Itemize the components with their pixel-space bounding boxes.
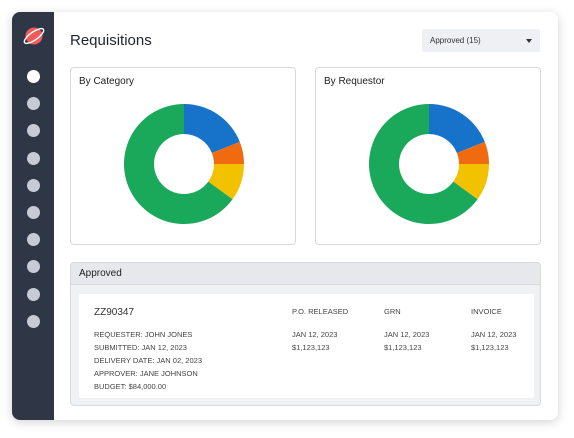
app-window: Requisitions Approved (15) By Category B… <box>12 12 558 420</box>
sidebar-nav-5-icon[interactable] <box>27 178 40 192</box>
grn-date: JAN 12, 2023 <box>384 330 430 339</box>
sidebar-nav-3-icon[interactable] <box>27 124 40 138</box>
donut-slice-yellow[interactable] <box>208 164 244 200</box>
detail-submitted: SUBMITTED: JAN 12, 2023 <box>94 343 187 352</box>
invoice-date: JAN 12, 2023 <box>471 330 517 339</box>
po-released-amount: $1,123,123 <box>292 343 330 352</box>
sidebar-nav-2-icon[interactable] <box>27 97 40 111</box>
invoice-amount: $1,123,123 <box>471 343 509 352</box>
grn-amount: $1,123,123 <box>384 343 422 352</box>
detail-value: $84,000.00 <box>128 382 167 391</box>
donut-slice-blue[interactable] <box>184 104 240 153</box>
chart-title-by-requestor: By Requestor <box>324 76 385 87</box>
sidebar-nav-8-icon[interactable] <box>27 260 40 274</box>
planet-logo-icon[interactable] <box>22 24 46 48</box>
detail-label: SUBMITTED: <box>94 343 140 352</box>
donut-slice-blue[interactable] <box>429 104 485 153</box>
requisition-record[interactable]: ZZ90347 REQUESTER: JOHN JONES SUBMITTED:… <box>79 294 534 398</box>
donut-chart-by-requestor <box>369 104 489 225</box>
po-released-date: JAN 12, 2023 <box>292 330 338 339</box>
detail-label: REQUESTER: <box>94 330 143 339</box>
detail-label: APPROVER: <box>94 369 138 378</box>
chart-title-by-category: By Category <box>79 76 135 87</box>
detail-budget: BUDGET: $84,000.00 <box>94 382 166 391</box>
sidebar-nav-9-icon[interactable] <box>27 287 40 301</box>
detail-value: JANE JOHNSON <box>139 369 198 378</box>
donut-slice-green[interactable] <box>123 104 233 225</box>
chart-card-by-category: By Category <box>70 67 296 245</box>
donut-chart-by-category <box>123 104 244 225</box>
requisition-id[interactable]: ZZ90347 <box>94 307 135 318</box>
donut-slice-orange[interactable] <box>456 141 489 164</box>
sidebar-nav-1-icon[interactable] <box>27 70 40 83</box>
detail-value: JAN 02, 2023 <box>156 356 202 365</box>
page-title: Requisitions <box>70 32 152 49</box>
detail-approver: APPROVER: JANE JOHNSON <box>94 369 198 378</box>
column-header-invoice: INVOICE <box>471 307 502 316</box>
approved-panel-header: Approved <box>71 263 540 285</box>
status-filter-dropdown[interactable]: Approved (15) <box>422 29 540 52</box>
detail-value: JOHN JONES <box>144 330 193 339</box>
sidebar-nav-7-icon[interactable] <box>27 233 40 247</box>
detail-requester: REQUESTER: JOHN JONES <box>94 330 192 339</box>
detail-delivery-date: DELIVERY DATE: JAN 02, 2023 <box>94 356 202 365</box>
column-header-po-released: P.O. RELEASED <box>292 307 349 316</box>
detail-label: BUDGET: <box>94 382 127 391</box>
status-filter-value: Approved (15) <box>430 36 481 45</box>
sidebar-nav-10-icon[interactable] <box>27 314 40 328</box>
sidebar-nav-4-icon[interactable] <box>27 151 40 165</box>
approved-panel: Approved ZZ90347 REQUESTER: JOHN JONES S… <box>70 262 541 406</box>
chart-card-by-requestor: By Requestor <box>315 67 541 245</box>
donut-slice-yellow[interactable] <box>453 164 489 200</box>
sidebar-nav-6-icon[interactable] <box>27 206 40 219</box>
donut-slice-green[interactable] <box>369 104 478 225</box>
detail-value: JAN 12, 2023 <box>141 343 187 352</box>
detail-label: DELIVERY DATE: <box>94 356 155 365</box>
sidebar <box>12 12 54 420</box>
column-header-grn: GRN <box>384 307 401 316</box>
chevron-down-icon <box>526 38 532 43</box>
donut-slice-orange[interactable] <box>211 141 244 164</box>
